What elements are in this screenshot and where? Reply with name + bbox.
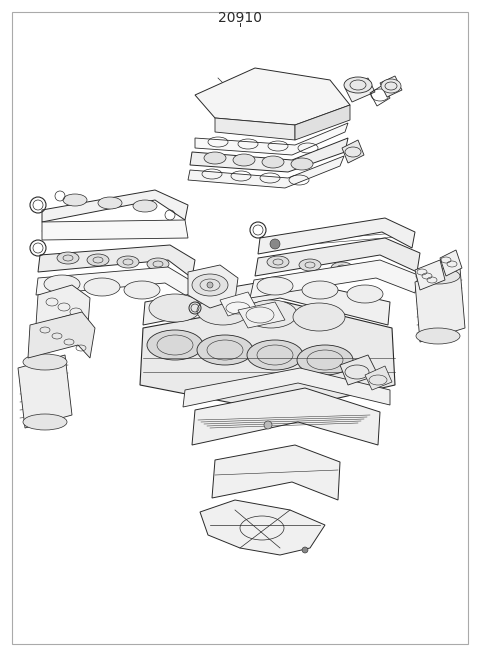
Polygon shape — [195, 123, 348, 155]
Polygon shape — [36, 285, 90, 325]
Polygon shape — [295, 105, 350, 140]
Ellipse shape — [257, 277, 293, 295]
Polygon shape — [18, 355, 72, 428]
Ellipse shape — [416, 268, 460, 284]
Ellipse shape — [197, 297, 249, 325]
Polygon shape — [192, 388, 380, 445]
Polygon shape — [38, 245, 195, 278]
Polygon shape — [42, 190, 188, 222]
Polygon shape — [255, 238, 420, 276]
Ellipse shape — [87, 254, 109, 266]
Polygon shape — [188, 156, 344, 188]
Ellipse shape — [133, 200, 157, 212]
Polygon shape — [342, 140, 364, 163]
Ellipse shape — [192, 274, 228, 296]
Polygon shape — [143, 278, 390, 325]
Polygon shape — [215, 118, 295, 140]
Ellipse shape — [233, 154, 255, 166]
Polygon shape — [28, 312, 95, 358]
Polygon shape — [212, 445, 340, 500]
Text: 20910: 20910 — [218, 11, 262, 25]
Polygon shape — [42, 220, 188, 240]
Ellipse shape — [245, 300, 297, 328]
Ellipse shape — [44, 275, 80, 293]
Ellipse shape — [299, 259, 321, 271]
Polygon shape — [365, 366, 392, 390]
Ellipse shape — [267, 256, 289, 268]
Ellipse shape — [291, 158, 313, 170]
Ellipse shape — [149, 294, 201, 322]
Circle shape — [302, 547, 308, 553]
Ellipse shape — [297, 345, 353, 375]
Ellipse shape — [84, 278, 120, 296]
Polygon shape — [140, 302, 395, 412]
Ellipse shape — [302, 281, 338, 299]
Polygon shape — [183, 368, 390, 407]
Polygon shape — [345, 78, 375, 102]
Ellipse shape — [124, 281, 160, 299]
Ellipse shape — [347, 285, 383, 303]
Ellipse shape — [147, 330, 203, 360]
Polygon shape — [188, 265, 238, 308]
Polygon shape — [195, 68, 350, 125]
Polygon shape — [238, 302, 285, 328]
Ellipse shape — [23, 414, 67, 430]
Polygon shape — [36, 267, 193, 298]
Polygon shape — [440, 250, 462, 276]
Polygon shape — [340, 355, 378, 385]
Ellipse shape — [416, 328, 460, 344]
Circle shape — [270, 239, 280, 249]
Ellipse shape — [262, 156, 284, 168]
Ellipse shape — [117, 256, 139, 268]
Polygon shape — [200, 500, 325, 555]
Polygon shape — [258, 218, 415, 254]
Ellipse shape — [344, 77, 372, 93]
Polygon shape — [380, 76, 402, 97]
Ellipse shape — [381, 79, 401, 93]
Ellipse shape — [23, 354, 67, 370]
Polygon shape — [220, 292, 256, 316]
Polygon shape — [415, 260, 445, 290]
Ellipse shape — [197, 335, 253, 365]
Polygon shape — [415, 268, 465, 342]
Ellipse shape — [331, 262, 353, 274]
Ellipse shape — [204, 152, 226, 164]
Circle shape — [207, 282, 213, 288]
Circle shape — [264, 421, 272, 429]
Ellipse shape — [98, 197, 122, 209]
Ellipse shape — [57, 252, 79, 264]
Ellipse shape — [247, 340, 303, 370]
Ellipse shape — [147, 258, 169, 270]
Ellipse shape — [293, 303, 345, 331]
Polygon shape — [190, 138, 348, 172]
Ellipse shape — [363, 265, 385, 277]
Ellipse shape — [63, 194, 87, 206]
Polygon shape — [250, 260, 418, 298]
